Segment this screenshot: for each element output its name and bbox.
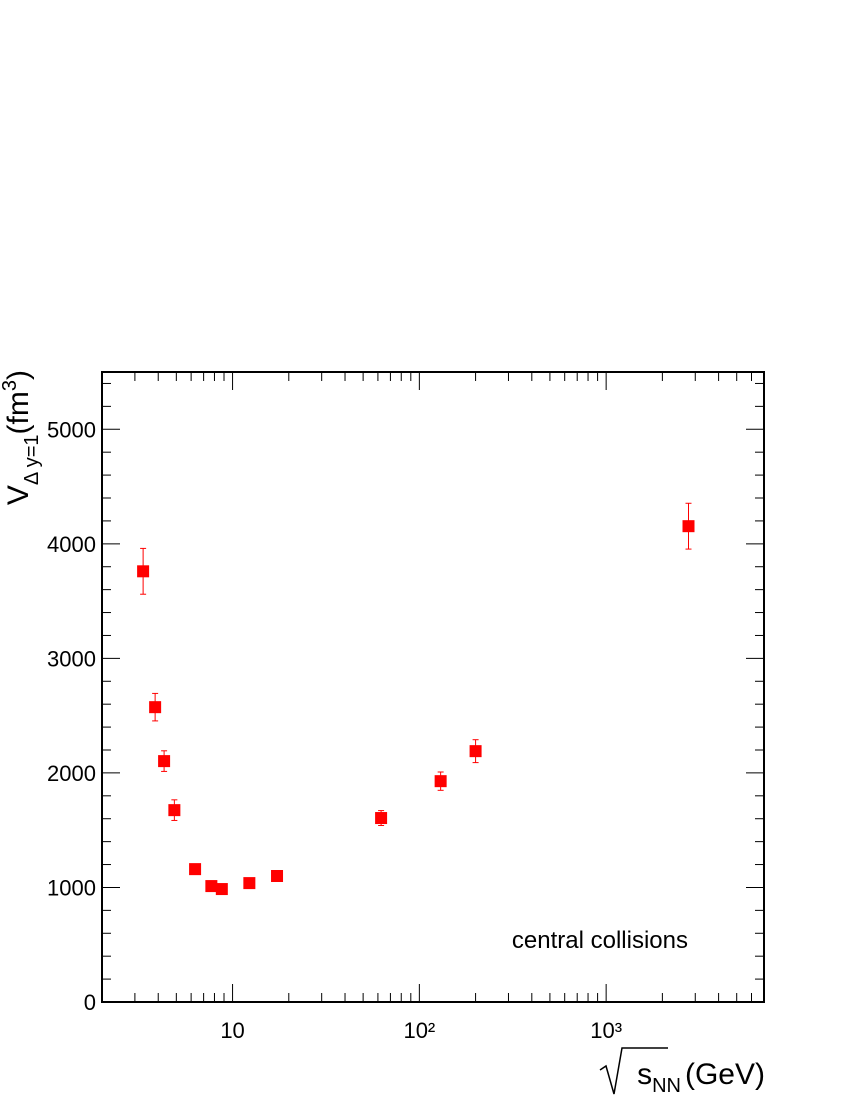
y-tick-label: 5000 xyxy=(47,417,96,442)
marker xyxy=(205,880,218,893)
x-tick-label: 10² xyxy=(403,1018,435,1043)
marker xyxy=(271,870,284,882)
plot-frame xyxy=(101,371,765,1003)
marker xyxy=(434,775,447,788)
marker xyxy=(149,701,162,714)
y-label-subscript: Δ y=1 xyxy=(21,434,43,485)
x-label-unit: (GeV) xyxy=(685,1058,765,1091)
marker xyxy=(682,520,695,533)
y-label-close: ) xyxy=(2,370,35,380)
x-label-subscript: NN xyxy=(652,1075,681,1097)
marker xyxy=(168,804,181,817)
y-axis-label: VΔ y=1(fm3) xyxy=(0,370,43,505)
y-tick-label: 3000 xyxy=(47,646,96,671)
y-tick-label: 0 xyxy=(84,990,96,1015)
y-label-superscript: 3 xyxy=(0,380,21,391)
y-tick-label: 4000 xyxy=(47,532,96,557)
x-tick-label: 10 xyxy=(220,1018,244,1043)
marker xyxy=(215,883,228,896)
annotation: central collisions xyxy=(512,927,688,954)
y-tick-label: 2000 xyxy=(47,761,96,786)
x-label-prefix: s xyxy=(637,1058,652,1091)
marker xyxy=(158,755,171,768)
marker xyxy=(375,812,388,825)
marker xyxy=(137,565,150,578)
x-axis-label: sNN (GeV) xyxy=(637,1058,765,1097)
y-label-unit: (fm xyxy=(2,391,35,434)
marker xyxy=(189,863,202,876)
marker xyxy=(469,745,482,758)
marker xyxy=(243,877,256,890)
y-label-symbol: V xyxy=(2,485,35,505)
x-tick-label: 10³ xyxy=(590,1018,622,1043)
sqrt-symbol xyxy=(599,1047,668,1095)
y-tick-label: 1000 xyxy=(47,875,96,900)
